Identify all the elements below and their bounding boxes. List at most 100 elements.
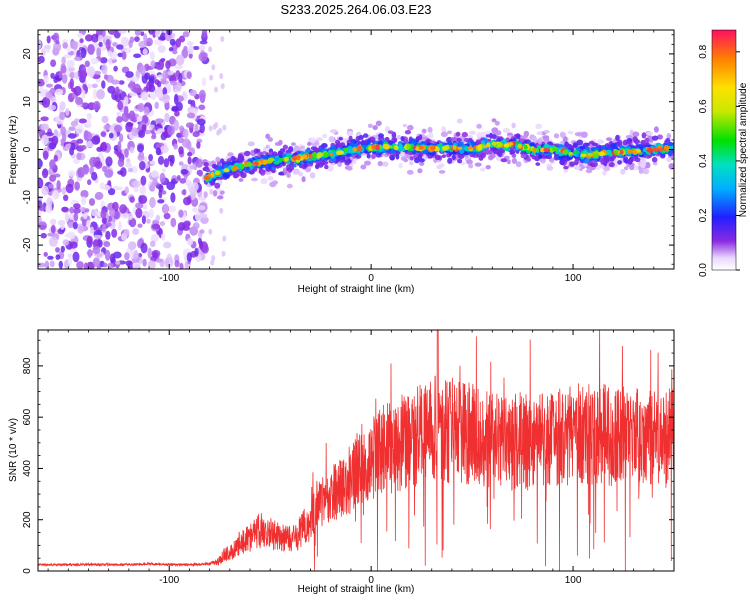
spectrogram-noise-point <box>162 190 167 195</box>
spectrogram-signal-point <box>517 143 522 149</box>
spectrogram-signal-point <box>624 166 629 171</box>
spectrogram-signal-point <box>497 151 503 158</box>
colorbar-tick-label: 0.2 <box>698 208 709 222</box>
spectrogram-noise-point <box>120 212 129 219</box>
spectrogram-signal-point <box>627 159 633 164</box>
spectrogram-signal-point <box>469 130 476 135</box>
spectrogram-signal-point <box>398 143 403 149</box>
spectrogram-noise-point <box>58 260 63 269</box>
spectrogram-noise-point <box>198 240 204 249</box>
spectrogram-signal-point <box>590 147 596 151</box>
colorbar-tick-label: 0.6 <box>698 99 709 113</box>
spectrogram-noise-point <box>174 110 180 117</box>
spectrogram-noise-point <box>73 56 81 62</box>
spectrogram-noise-point <box>69 248 77 253</box>
spectrogram-signal-point <box>526 157 531 162</box>
spectrogram-noise-point <box>168 47 174 52</box>
spectrogram-signal-point <box>210 171 215 178</box>
spectrogram-noise-point <box>149 75 155 83</box>
spectrogram-noise-point <box>182 31 190 38</box>
spectrogram-signal-point <box>395 153 400 160</box>
spectrogram-signal-point <box>651 135 659 141</box>
spectrogram-noise-point <box>128 110 136 122</box>
spectrogram-noise-point <box>38 210 42 218</box>
spectrogram-noise-point <box>137 102 145 113</box>
spectrogram-signal-point <box>205 168 211 173</box>
spectrogram-noise-point <box>127 167 134 173</box>
spectrogram-signal-point <box>422 150 429 154</box>
spectrogram-noise-point <box>166 181 176 191</box>
spectrogram-noise-point <box>157 199 165 204</box>
spectrogram-signal-point <box>478 144 483 151</box>
spectrogram-noise-point <box>86 119 91 128</box>
spectrogram-signal-point <box>573 165 581 170</box>
spectrogram-noise-point <box>60 65 67 74</box>
spectrogram-noise-point <box>222 235 227 242</box>
spectrogram-noise-point <box>41 96 51 108</box>
spectrogram-signal-point <box>323 151 329 158</box>
spectrogram-noise-point <box>149 208 154 219</box>
spectrogram-signal-point <box>585 168 593 174</box>
spectrogram-noise-point <box>47 104 57 111</box>
spectrogram-signal-point <box>223 168 230 173</box>
spectrogram-signal-point <box>293 168 300 175</box>
spectrogram-signal-point <box>562 150 569 155</box>
y-tick-label: 20 <box>22 48 33 60</box>
spectrogram-noise-point <box>174 259 180 268</box>
spectrogram-signal-point <box>619 149 624 155</box>
spectrogram-signal-point <box>508 142 514 146</box>
spectrogram-signal-point <box>322 160 329 165</box>
spectrogram-noise-point <box>165 60 171 70</box>
spectrogram-noise-point <box>98 41 103 48</box>
spectrogram-signal-point <box>546 166 554 171</box>
spectrogram-signal-point <box>315 137 323 142</box>
spectrogram-signal-point <box>587 152 593 157</box>
spectrogram-signal-point <box>220 190 225 195</box>
spectrogram-noise-point <box>170 192 176 203</box>
spectrogram-signal-point <box>438 170 446 174</box>
spectrogram-noise-point <box>73 85 82 96</box>
spectrogram-signal-point <box>536 131 543 135</box>
spectrogram-signal-point <box>653 147 658 153</box>
spectrogram-noise-point <box>157 128 165 133</box>
spectrogram-noise-point <box>164 112 170 123</box>
spectrogram-signal-point <box>337 162 343 167</box>
spectrogram-noise-point <box>62 239 70 246</box>
spectrogram-signal-point <box>245 165 250 171</box>
spectrogram-noise-point <box>129 146 135 154</box>
spectrogram-noise-point <box>83 262 89 269</box>
spectrogram-noise-point <box>62 132 67 143</box>
spectrogram-noise-point <box>54 192 60 199</box>
spectrogram-noise-point <box>91 83 98 89</box>
spectrogram-signal-point <box>411 138 416 142</box>
spectrogram-signal-point <box>457 159 463 164</box>
spectrogram-signal-point <box>348 135 353 141</box>
spectrogram-signal-point <box>447 157 453 164</box>
x-tick-label: 0 <box>368 273 374 284</box>
spectrogram-signal-point <box>614 149 619 155</box>
spectrogram-noise-point <box>214 86 218 93</box>
spectrogram-noise-point <box>179 262 184 269</box>
spectrogram-noise-point <box>155 118 164 124</box>
spectrogram-signal-point <box>485 165 491 170</box>
spectrogram-signal-point <box>364 160 371 166</box>
spectrogram-noise-point <box>157 45 166 53</box>
spectrogram-noise-point <box>87 44 95 55</box>
spectrogram-signal-point <box>608 161 615 168</box>
spectrogram-noise-point <box>65 183 74 194</box>
spectrogram-noise-point <box>147 260 156 269</box>
spectrogram-noise-point <box>157 155 165 165</box>
spectrogram-signal-point <box>261 151 267 155</box>
spectrogram-noise-point <box>50 224 56 234</box>
spectrogram-signal-point <box>567 143 573 149</box>
spectrogram-noise-point <box>80 47 87 59</box>
spectrogram-noise-point <box>125 71 134 78</box>
spectrogram-noise-point <box>119 204 128 214</box>
spectrogram-signal-point <box>538 154 543 159</box>
spectrogram-signal-point <box>536 145 542 150</box>
spectrogram-noise-point <box>177 222 186 231</box>
spectrogram-noise-point <box>169 80 178 86</box>
spectrogram-signal-point <box>617 160 622 165</box>
spectrogram-noise-point <box>72 251 80 263</box>
spectrogram-signal-point <box>288 146 294 153</box>
